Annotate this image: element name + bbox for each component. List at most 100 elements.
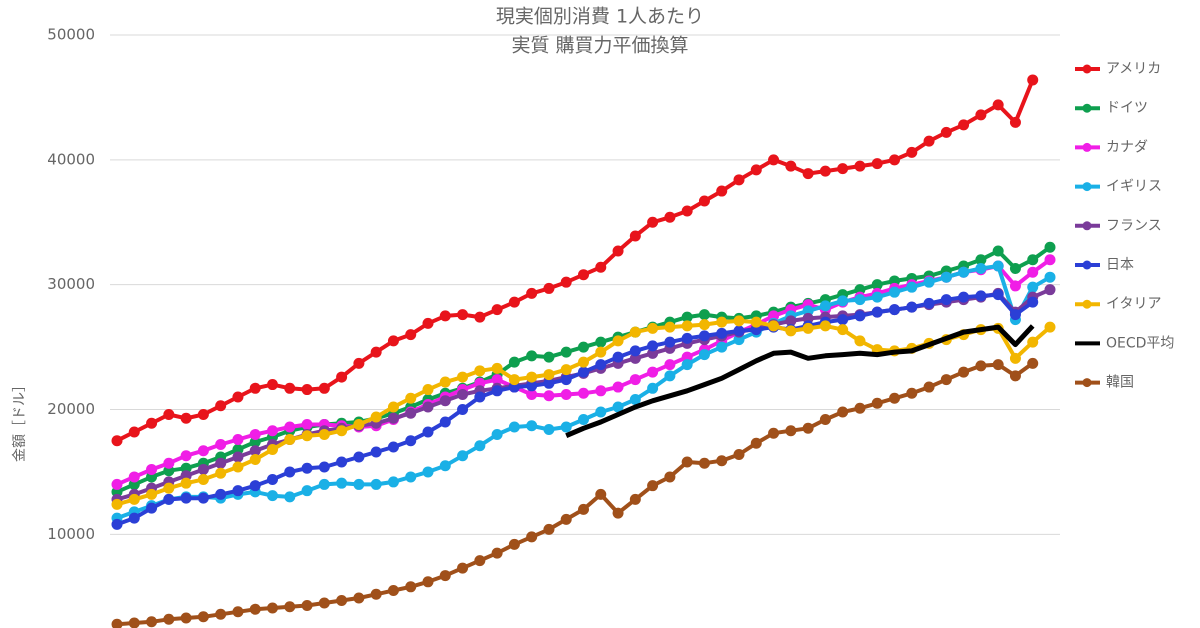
data-point <box>301 600 313 612</box>
data-point <box>629 230 641 242</box>
data-point <box>318 597 330 609</box>
data-point <box>923 135 935 147</box>
data-point <box>889 304 900 316</box>
data-point <box>111 478 123 490</box>
legend-marker <box>1082 260 1092 270</box>
data-point <box>1044 321 1056 333</box>
data-point <box>336 425 348 437</box>
data-point <box>992 359 1004 371</box>
data-point <box>249 428 261 440</box>
data-point <box>560 346 572 358</box>
chart-title: 現実個別消費 1人あたり <box>496 6 704 28</box>
data-point <box>698 330 710 342</box>
data-point <box>197 473 209 485</box>
data-point <box>837 324 849 336</box>
data-point <box>837 314 849 326</box>
data-point <box>543 377 555 389</box>
data-point <box>405 581 417 593</box>
data-point <box>146 417 158 429</box>
data-point <box>1027 336 1039 348</box>
legend-label: ドイツ <box>1106 100 1148 116</box>
data-point <box>267 379 278 391</box>
data-point <box>180 612 192 624</box>
data-point <box>768 154 780 166</box>
data-point <box>387 401 399 413</box>
data-point <box>698 309 710 321</box>
data-point <box>267 490 278 502</box>
data-point <box>180 450 192 462</box>
y-axis-label: 金額［ドル］ <box>12 378 28 462</box>
data-point <box>716 455 728 467</box>
data-point <box>1027 254 1039 266</box>
data-point <box>578 503 589 515</box>
data-point <box>1009 352 1021 364</box>
data-point <box>318 478 330 490</box>
data-point <box>612 507 624 519</box>
data-point <box>508 374 520 386</box>
legend-marker <box>1082 142 1092 152</box>
data-point <box>128 512 140 524</box>
data-point <box>664 336 676 348</box>
data-point <box>526 350 538 362</box>
data-point <box>336 456 348 468</box>
data-point <box>664 471 676 483</box>
chart-subtitle: 実質 購買力平価換算 <box>511 35 688 57</box>
data-point <box>543 424 555 436</box>
data-point <box>111 618 123 628</box>
data-point <box>543 351 555 363</box>
data-point <box>906 281 918 293</box>
data-point <box>249 382 261 394</box>
data-point <box>871 291 883 303</box>
data-point <box>802 322 814 334</box>
data-point <box>422 384 434 396</box>
legend-marker <box>1082 221 1092 231</box>
data-point <box>560 374 572 386</box>
data-point <box>785 315 797 327</box>
data-point <box>1044 271 1056 283</box>
data-point <box>370 588 382 600</box>
data-point <box>819 414 831 426</box>
data-point <box>215 438 227 450</box>
data-point <box>578 269 589 281</box>
data-point <box>733 174 745 186</box>
data-point <box>958 266 970 278</box>
data-point <box>215 457 227 469</box>
data-point <box>422 401 434 413</box>
data-point <box>491 374 503 386</box>
data-point <box>716 185 728 197</box>
data-point <box>768 427 780 439</box>
data-point <box>457 371 469 383</box>
data-point <box>560 421 572 433</box>
legend-label: イタリア <box>1106 296 1161 312</box>
data-point <box>526 420 538 432</box>
data-point <box>111 518 123 530</box>
data-point <box>370 478 382 490</box>
data-point <box>940 126 952 138</box>
data-point <box>595 488 607 500</box>
legend-marker <box>1082 299 1092 309</box>
data-point <box>1027 74 1039 86</box>
data-point <box>629 326 641 338</box>
data-point <box>975 360 987 372</box>
data-point <box>595 261 607 273</box>
data-point <box>681 311 693 323</box>
data-point <box>647 382 659 394</box>
data-point <box>353 451 365 463</box>
data-point <box>526 389 538 401</box>
data-point <box>128 471 140 483</box>
data-point <box>318 382 330 394</box>
data-point <box>387 441 399 453</box>
data-point <box>871 158 883 170</box>
data-point <box>785 425 797 437</box>
data-point <box>508 421 520 433</box>
data-point <box>474 555 486 567</box>
data-point <box>543 390 555 402</box>
data-point <box>681 359 693 371</box>
data-point <box>802 422 814 434</box>
data-point <box>578 366 589 378</box>
data-point <box>750 437 762 449</box>
data-point <box>370 411 382 423</box>
data-point <box>1009 309 1021 321</box>
data-point <box>180 412 192 424</box>
data-point <box>197 445 209 457</box>
